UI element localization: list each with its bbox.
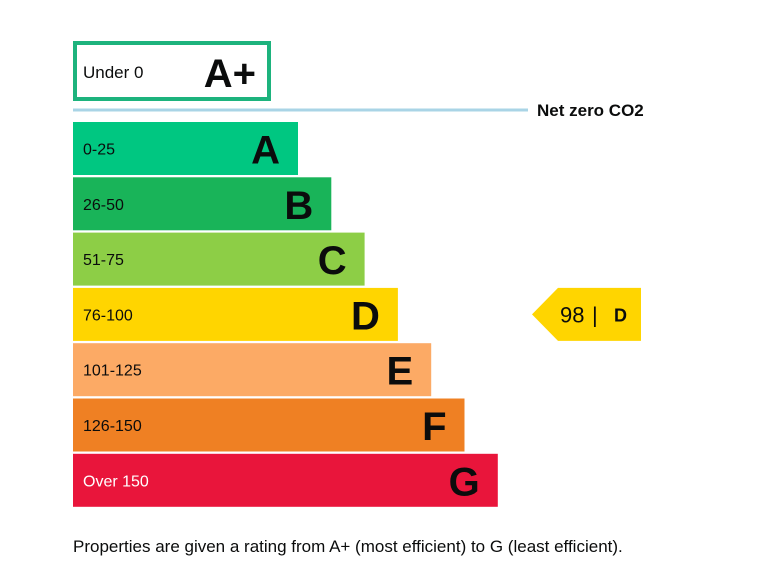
- net-zero-label: Net zero CO2: [537, 101, 644, 120]
- band-range-a: 0-25: [83, 142, 115, 159]
- top-band-box: [73, 41, 271, 101]
- top-band-range-label: Under 0: [83, 63, 143, 82]
- band-range-c: 51-75: [83, 252, 124, 269]
- band-bar-d: [73, 287, 398, 341]
- band-bar-f: [73, 398, 465, 452]
- current-rating-value: 98: [560, 302, 584, 327]
- current-rating-marker: [532, 287, 641, 341]
- band-bar-g: [73, 453, 498, 507]
- band-letter-g: G: [449, 460, 480, 504]
- rating-bands: 0-25 A 26-50 B 51-75 C 76-100 D 101-125 E 126-150 F…: [73, 122, 498, 507]
- band-range-g: Over 150: [83, 473, 149, 490]
- band-letter-a: A: [251, 129, 280, 173]
- current-rating-separator: |: [592, 302, 598, 327]
- band-letter-f: F: [422, 405, 446, 449]
- band-range-e: 101-125: [83, 363, 142, 380]
- top-band-letter: A+: [204, 52, 256, 96]
- chart-caption: Properties are given a rating from A+ (m…: [73, 537, 623, 556]
- band-letter-d: D: [351, 294, 380, 338]
- band-range-b: 26-50: [83, 197, 124, 214]
- energy-rating-chart: Under 0 A+ Net zero CO2 0-25 A 26-50 B 51-75 C…: [73, 41, 644, 507]
- band-letter-c: C: [318, 239, 347, 283]
- band-letter-b: B: [284, 184, 313, 228]
- band-bar-c: [73, 232, 365, 286]
- band-bar-a: [73, 122, 298, 175]
- band-letter-e: E: [387, 350, 414, 394]
- band-bar-e: [73, 343, 432, 397]
- band-range-d: 76-100: [83, 307, 133, 324]
- current-rating-arrow: 98 | D: [532, 287, 641, 341]
- current-rating-letter: D: [614, 305, 627, 325]
- band-bar-b: [73, 177, 332, 231]
- net-zero-line-group: Net zero CO2: [73, 101, 644, 120]
- top-band-a-plus: Under 0 A+: [73, 41, 271, 101]
- band-range-f: 126-150: [83, 418, 142, 435]
